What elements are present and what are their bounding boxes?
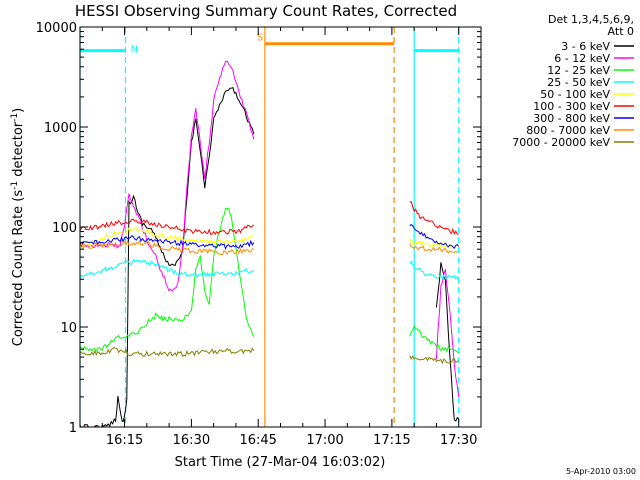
x-tick-label: 17:15 [373, 433, 410, 448]
chart-title: HESSI Observing Summary Count Rates, Cor… [75, 2, 457, 20]
x-tick-label: 16:45 [239, 433, 276, 448]
series-line [409, 260, 460, 281]
legend-header: Att 0 [608, 25, 634, 38]
series-line [409, 223, 460, 250]
y-axis-label: Corrected Count Rate (s-1 detector-1) [10, 108, 26, 346]
state-label: N [130, 45, 137, 56]
series-line [409, 237, 460, 250]
series-line [80, 258, 255, 279]
x-tick-label: 16:15 [106, 433, 143, 448]
y-axis: 1 10 100 1000 10000 [36, 21, 481, 436]
legend-item-label: 50 - 100 keV [540, 88, 610, 101]
series-line [80, 86, 255, 427]
x-tick-label: 17:00 [306, 433, 343, 448]
series-line [80, 234, 255, 250]
footer-date: 5-Apr-2010 03:00 [566, 467, 636, 476]
series-line [80, 346, 255, 358]
series-line [409, 355, 459, 365]
state-markers: NS [80, 33, 459, 56]
legend-item-label: 3 - 6 keV [561, 40, 610, 53]
series-line [435, 262, 460, 422]
series-line [409, 324, 459, 354]
y-tick-label: 10 [60, 321, 77, 336]
series-line [409, 201, 459, 235]
state-label: S [257, 33, 263, 44]
x-tick-label: 17:30 [440, 433, 477, 448]
series-lines [80, 60, 460, 427]
legend-item-label: 12 - 25 keV [547, 64, 610, 77]
legend-item-label: 25 - 50 keV [547, 76, 610, 89]
x-axis-label: Start Time (27-Mar-04 16:03:02) [175, 455, 386, 470]
x-tick-label: 16:30 [173, 433, 210, 448]
y-tick-label: 1000 [44, 121, 77, 136]
legend-item-label: 7000 - 20000 keV [512, 136, 610, 149]
series-line [435, 269, 460, 397]
series-line [80, 226, 255, 248]
legend-item-label: 100 - 300 keV [533, 100, 610, 113]
y-tick-label: 10000 [36, 21, 77, 36]
series-line [80, 207, 255, 352]
series-line [409, 243, 459, 254]
series-line [80, 60, 255, 292]
y-tick-label: 1 [69, 421, 77, 436]
legend-item-label: 6 - 12 keV [554, 52, 610, 65]
legend-item-label: 800 - 7000 keV [526, 124, 610, 137]
series-line [80, 218, 255, 236]
x-axis: 16:15 16:30 16:45 17:00 17:15 17:30 [101, 27, 482, 448]
legend-item-label: 300 - 800 keV [533, 112, 610, 125]
y-tick-label: 100 [52, 221, 77, 236]
series-line [80, 239, 254, 256]
legend-header: Det 1,3,4,5,6,9, [548, 13, 634, 26]
